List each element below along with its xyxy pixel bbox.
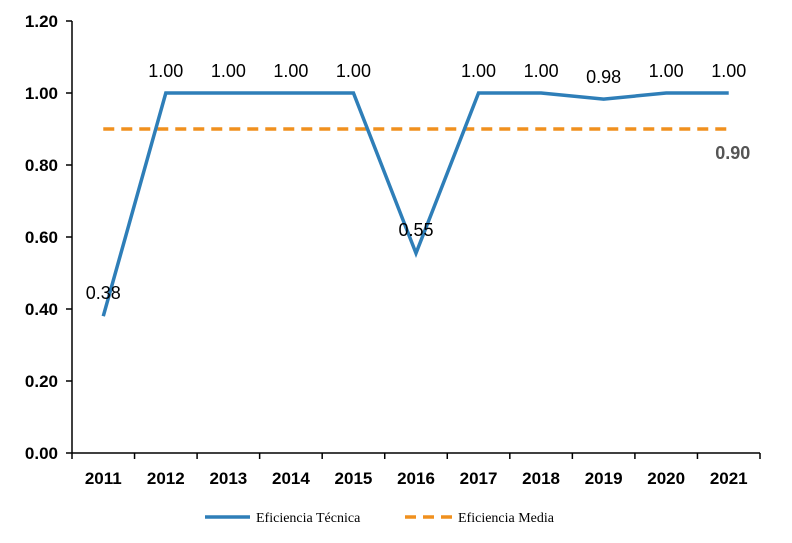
legend: Eficiencia Técnica Eficiencia Media bbox=[205, 511, 555, 526]
y-tick-label: 0.40 bbox=[25, 300, 58, 319]
x-tick-label: 2020 bbox=[647, 469, 685, 488]
data-label: 1.00 bbox=[273, 61, 308, 81]
x-tick-label: 2018 bbox=[522, 469, 560, 488]
data-label: 1.00 bbox=[711, 61, 746, 81]
data-label: 1.00 bbox=[336, 61, 371, 81]
x-tick-label: 2019 bbox=[585, 469, 623, 488]
series-line-eficiencia-tecnica bbox=[101, 91, 729, 317]
y-tick-label: 0.20 bbox=[25, 372, 58, 391]
data-label: 1.00 bbox=[148, 61, 183, 81]
x-tick-label: 2021 bbox=[710, 469, 748, 488]
y-tick-label: 1.20 bbox=[25, 12, 58, 31]
legend-label-eficiencia-media: Eficiencia Media bbox=[458, 511, 555, 526]
y-tick-label: 0.80 bbox=[25, 156, 58, 175]
legend-label-eficiencia-tecnica: Eficiencia Técnica bbox=[256, 511, 361, 526]
data-label: 1.00 bbox=[649, 61, 684, 81]
x-tick-label: 2014 bbox=[272, 469, 310, 488]
x-axis-ticks: 2011 2012 2013 2014 2015 2016 2017 2018 2019 2020… bbox=[71, 453, 761, 488]
y-tick-label: 0.60 bbox=[25, 228, 58, 247]
x-tick-label: 2013 bbox=[209, 469, 247, 488]
x-tick-label: 2011 bbox=[85, 469, 122, 488]
y-axis-ticks: 0.00 0.20 0.40 0.60 0.80 1.00 1.20 bbox=[25, 12, 72, 463]
series-layer bbox=[101, 91, 729, 317]
data-label: 0.55 bbox=[398, 220, 433, 240]
data-labels: 0.90 0.38 1.00 1.00 1.00 1.00 0.55 1.00 1.00 0.98… bbox=[86, 61, 751, 303]
data-label: 0.38 bbox=[86, 283, 121, 303]
data-label: 1.00 bbox=[211, 61, 246, 81]
data-label: 1.00 bbox=[524, 61, 559, 81]
x-tick-label: 2017 bbox=[460, 469, 498, 488]
mean-value-label: 0.90 bbox=[715, 143, 750, 163]
y-tick-label: 0.00 bbox=[25, 444, 58, 463]
x-tick-label: 2012 bbox=[147, 469, 185, 488]
x-tick-label: 2015 bbox=[335, 469, 373, 488]
data-label: 1.00 bbox=[461, 61, 496, 81]
x-tick-label: 2016 bbox=[397, 469, 435, 488]
y-tick-label: 1.00 bbox=[25, 84, 58, 103]
data-label: 0.98 bbox=[586, 67, 621, 87]
